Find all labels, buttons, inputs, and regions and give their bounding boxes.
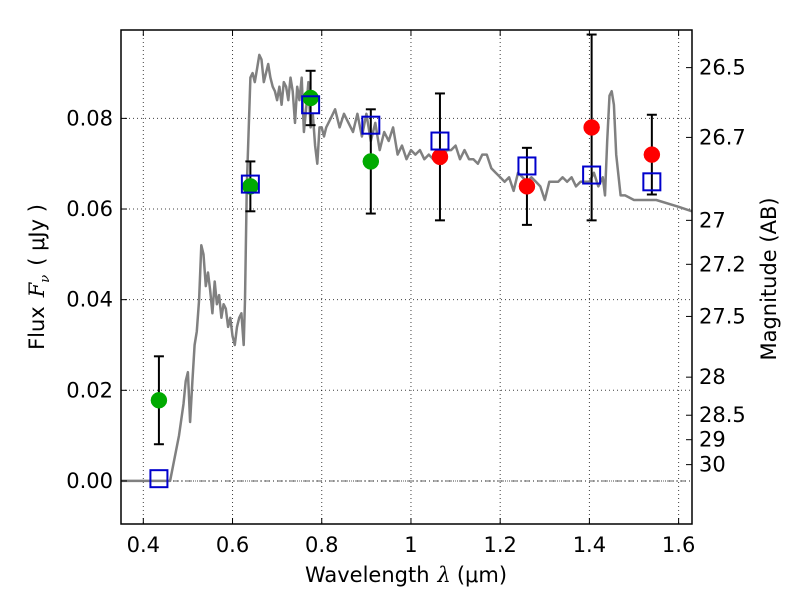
- data-point-circle: [643, 146, 661, 163]
- data-point-circle: [518, 178, 536, 195]
- y2-tick-label: 27.5: [699, 304, 746, 328]
- x-tick-label: 0.6: [216, 533, 249, 557]
- y2-tick-label: 26.7: [699, 125, 746, 149]
- plot-frame: [120, 29, 693, 525]
- x-axis-title: Wavelength λ (μm): [305, 563, 507, 587]
- data-point-circle: [362, 153, 380, 170]
- y2-tick-label: 27: [699, 208, 726, 232]
- x-axis-ticks: 0.4 0.6 0.8 1 1.2 1.4 1.6: [127, 30, 695, 557]
- data-point-circle: [302, 89, 319, 107]
- y-tick-label: 0.00: [66, 469, 113, 493]
- data-point-square: [517, 156, 537, 176]
- data-point-square: [642, 172, 662, 192]
- data-point-circle: [583, 119, 600, 136]
- x-tick-label: 1.2: [483, 533, 516, 557]
- x-tick-label: 1.6: [662, 533, 695, 557]
- x-tick-label: 1: [404, 533, 417, 557]
- data-point-square: [361, 115, 381, 135]
- data-point-square: [301, 95, 321, 115]
- y2-tick-label: 29: [699, 428, 726, 452]
- y2-tick-label: 28.5: [699, 403, 746, 427]
- x-tick-label: 0.4: [127, 533, 160, 557]
- data-point-square: [149, 469, 169, 489]
- y-axis-title: FluxFν( μJy ): [25, 204, 53, 350]
- data-point-circle: [431, 148, 449, 166]
- model-spectrum-group: [121, 53, 693, 483]
- y2-axis-title: Magnitude (AB): [757, 197, 781, 360]
- y-tick-label: 0.08: [66, 106, 113, 130]
- data-point-circle: [150, 392, 168, 409]
- data-point-square: [582, 165, 602, 185]
- y2-tick-label: 26.5: [699, 56, 746, 80]
- y-tick-label: 0.04: [66, 288, 113, 312]
- error-bars: [153, 33, 657, 446]
- y-tick-label: 0.02: [66, 378, 113, 402]
- y2-tick-label: 28: [699, 365, 726, 389]
- data-point-square: [430, 131, 450, 151]
- data-point-square: [240, 174, 260, 194]
- x-tick-label: 1.4: [573, 533, 606, 557]
- model-spectrum-line: [121, 53, 693, 483]
- y2-tick-label: 30: [699, 453, 726, 477]
- data-markers: [149, 89, 662, 489]
- y-tick-label: 0.06: [66, 197, 113, 221]
- x-tick-label: 0.8: [305, 533, 338, 557]
- y-axis-ticks: 0.00 0.02 0.04 0.06 0.08: [66, 106, 127, 493]
- y2-tick-label: 27.2: [699, 252, 746, 276]
